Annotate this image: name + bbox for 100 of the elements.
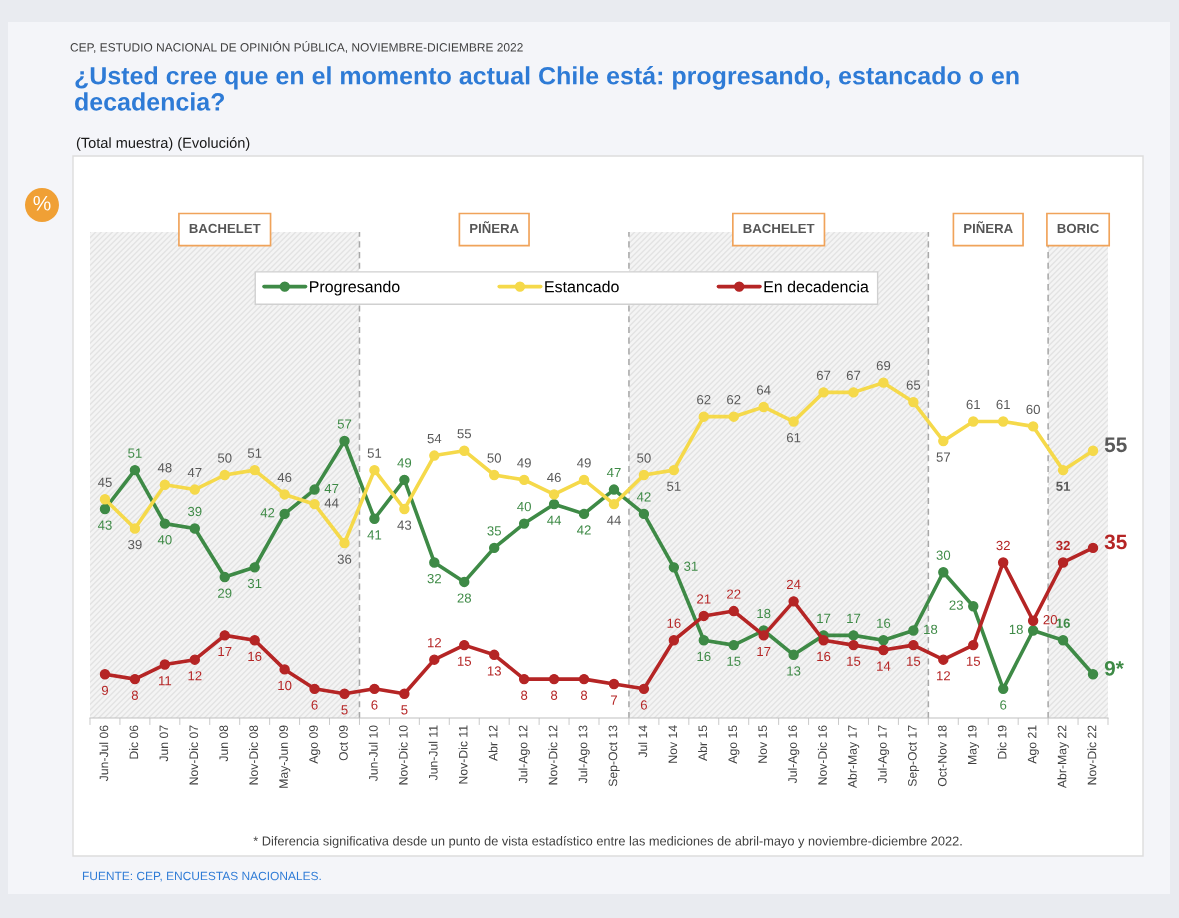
point — [997, 557, 1009, 568]
data-label: 10 — [278, 680, 292, 691]
data-label: 15 — [966, 656, 981, 666]
point — [938, 435, 949, 447]
point — [1057, 557, 1069, 568]
x-tick-label: Abr-May 17 — [847, 725, 860, 789]
point — [369, 683, 380, 695]
data-label: 32 — [996, 540, 1010, 551]
x-tick-label: Nov-Dic 08 — [248, 725, 258, 785]
source-note: FUENTE: CEP, ENCUESTAS NACIONALES. — [82, 871, 321, 882]
x-tick-label: Nov-Dic 11 — [458, 725, 468, 784]
point — [429, 450, 440, 461]
data-label: 61 — [786, 433, 801, 443]
data-label: 35 — [1104, 534, 1127, 550]
data-label: 46 — [547, 472, 561, 483]
point — [1057, 464, 1069, 476]
text: % — [33, 195, 51, 211]
data-label: 21 — [697, 594, 711, 604]
point — [159, 659, 171, 670]
data-label: 51 — [128, 448, 142, 458]
point — [997, 416, 1009, 427]
point — [488, 649, 500, 661]
data-label: 17 — [847, 613, 861, 623]
point — [668, 562, 680, 573]
data-label: 5 — [341, 705, 348, 715]
point — [848, 639, 859, 651]
data-label: 62 — [727, 395, 741, 405]
point — [129, 464, 141, 476]
data-label: 42 — [577, 525, 591, 535]
data-label: 61 — [996, 399, 1010, 410]
point — [968, 601, 979, 612]
data-label: 17 — [817, 613, 831, 623]
data-label: 16 — [248, 651, 262, 662]
data-label: 67 — [816, 370, 831, 381]
data-label: 64 — [757, 385, 771, 395]
point — [488, 542, 500, 554]
band-label: BACHELET — [189, 223, 261, 234]
x-tick-label: Nov-Dic 12 — [548, 725, 558, 785]
point — [1027, 625, 1039, 636]
x-tick-label: Jul-Ago 12 — [518, 725, 530, 784]
data-label: 48 — [157, 463, 172, 473]
x-tick-label: Jun-Jul 11 — [428, 725, 438, 781]
point — [309, 683, 320, 695]
data-label: 17 — [757, 646, 771, 657]
point — [459, 576, 470, 588]
data-label: 13 — [787, 666, 801, 676]
x-tick-label: Nov-Dic 22 — [1087, 725, 1097, 785]
band-label: BACHELET — [743, 223, 815, 234]
point — [728, 605, 739, 617]
data-label: 18 — [757, 608, 771, 619]
point — [878, 635, 889, 646]
x-tick-label: Abr-May 22 — [1057, 725, 1069, 789]
data-label: 43 — [397, 520, 412, 530]
data-label: 23 — [949, 600, 963, 610]
legend-label: En decadencia — [764, 280, 869, 293]
data-label: 8 — [580, 690, 588, 700]
data-label: 6 — [311, 700, 318, 710]
point — [279, 664, 290, 675]
x-tick-label: Abr 15 — [698, 725, 708, 761]
data-label: 32 — [1056, 540, 1070, 551]
point — [279, 508, 290, 520]
data-label: 18 — [1009, 624, 1023, 635]
x-tick-label: Jun 07 — [159, 725, 169, 762]
data-label: 12 — [427, 638, 441, 648]
data-label: 49 — [577, 458, 591, 468]
x-tick-label: Jun 08 — [219, 725, 229, 762]
data-label: 40 — [157, 535, 172, 545]
data-label: 16 — [697, 651, 711, 662]
point — [339, 537, 350, 549]
point — [99, 494, 111, 505]
x-tick-label: Sep-Oct 13 — [608, 725, 620, 787]
data-label: 47 — [187, 468, 202, 478]
point — [339, 688, 350, 699]
x-tick-label: Dic 06 — [129, 725, 139, 759]
point — [997, 683, 1009, 695]
data-label: 30 — [936, 550, 951, 560]
data-label: 11 — [159, 676, 172, 686]
point — [309, 484, 320, 495]
data-label: 24 — [786, 579, 801, 589]
point — [249, 635, 260, 646]
x-tick-label: Oct 09 — [339, 725, 348, 761]
data-label: 35 — [487, 526, 501, 536]
band-label: PIÑERA — [470, 221, 519, 233]
data-label: 51 — [667, 481, 681, 491]
data-label: 16 — [1056, 618, 1070, 628]
point — [399, 688, 410, 699]
data-label: 28 — [457, 593, 472, 603]
data-label: 57 — [337, 419, 352, 429]
point — [189, 484, 201, 495]
point — [848, 630, 859, 641]
point — [1027, 421, 1039, 432]
data-label: 29 — [218, 588, 232, 598]
data-label: 6 — [1000, 700, 1007, 710]
chart-subtitle: (Total muestra) (Evolución) — [76, 137, 250, 151]
point — [908, 625, 919, 636]
data-label: 7 — [610, 695, 617, 705]
data-label: 62 — [697, 395, 711, 405]
x-tick-label: Nov-Dic 16 — [817, 725, 827, 785]
x-tick-label: Abr 12 — [488, 725, 498, 761]
point — [698, 610, 710, 622]
